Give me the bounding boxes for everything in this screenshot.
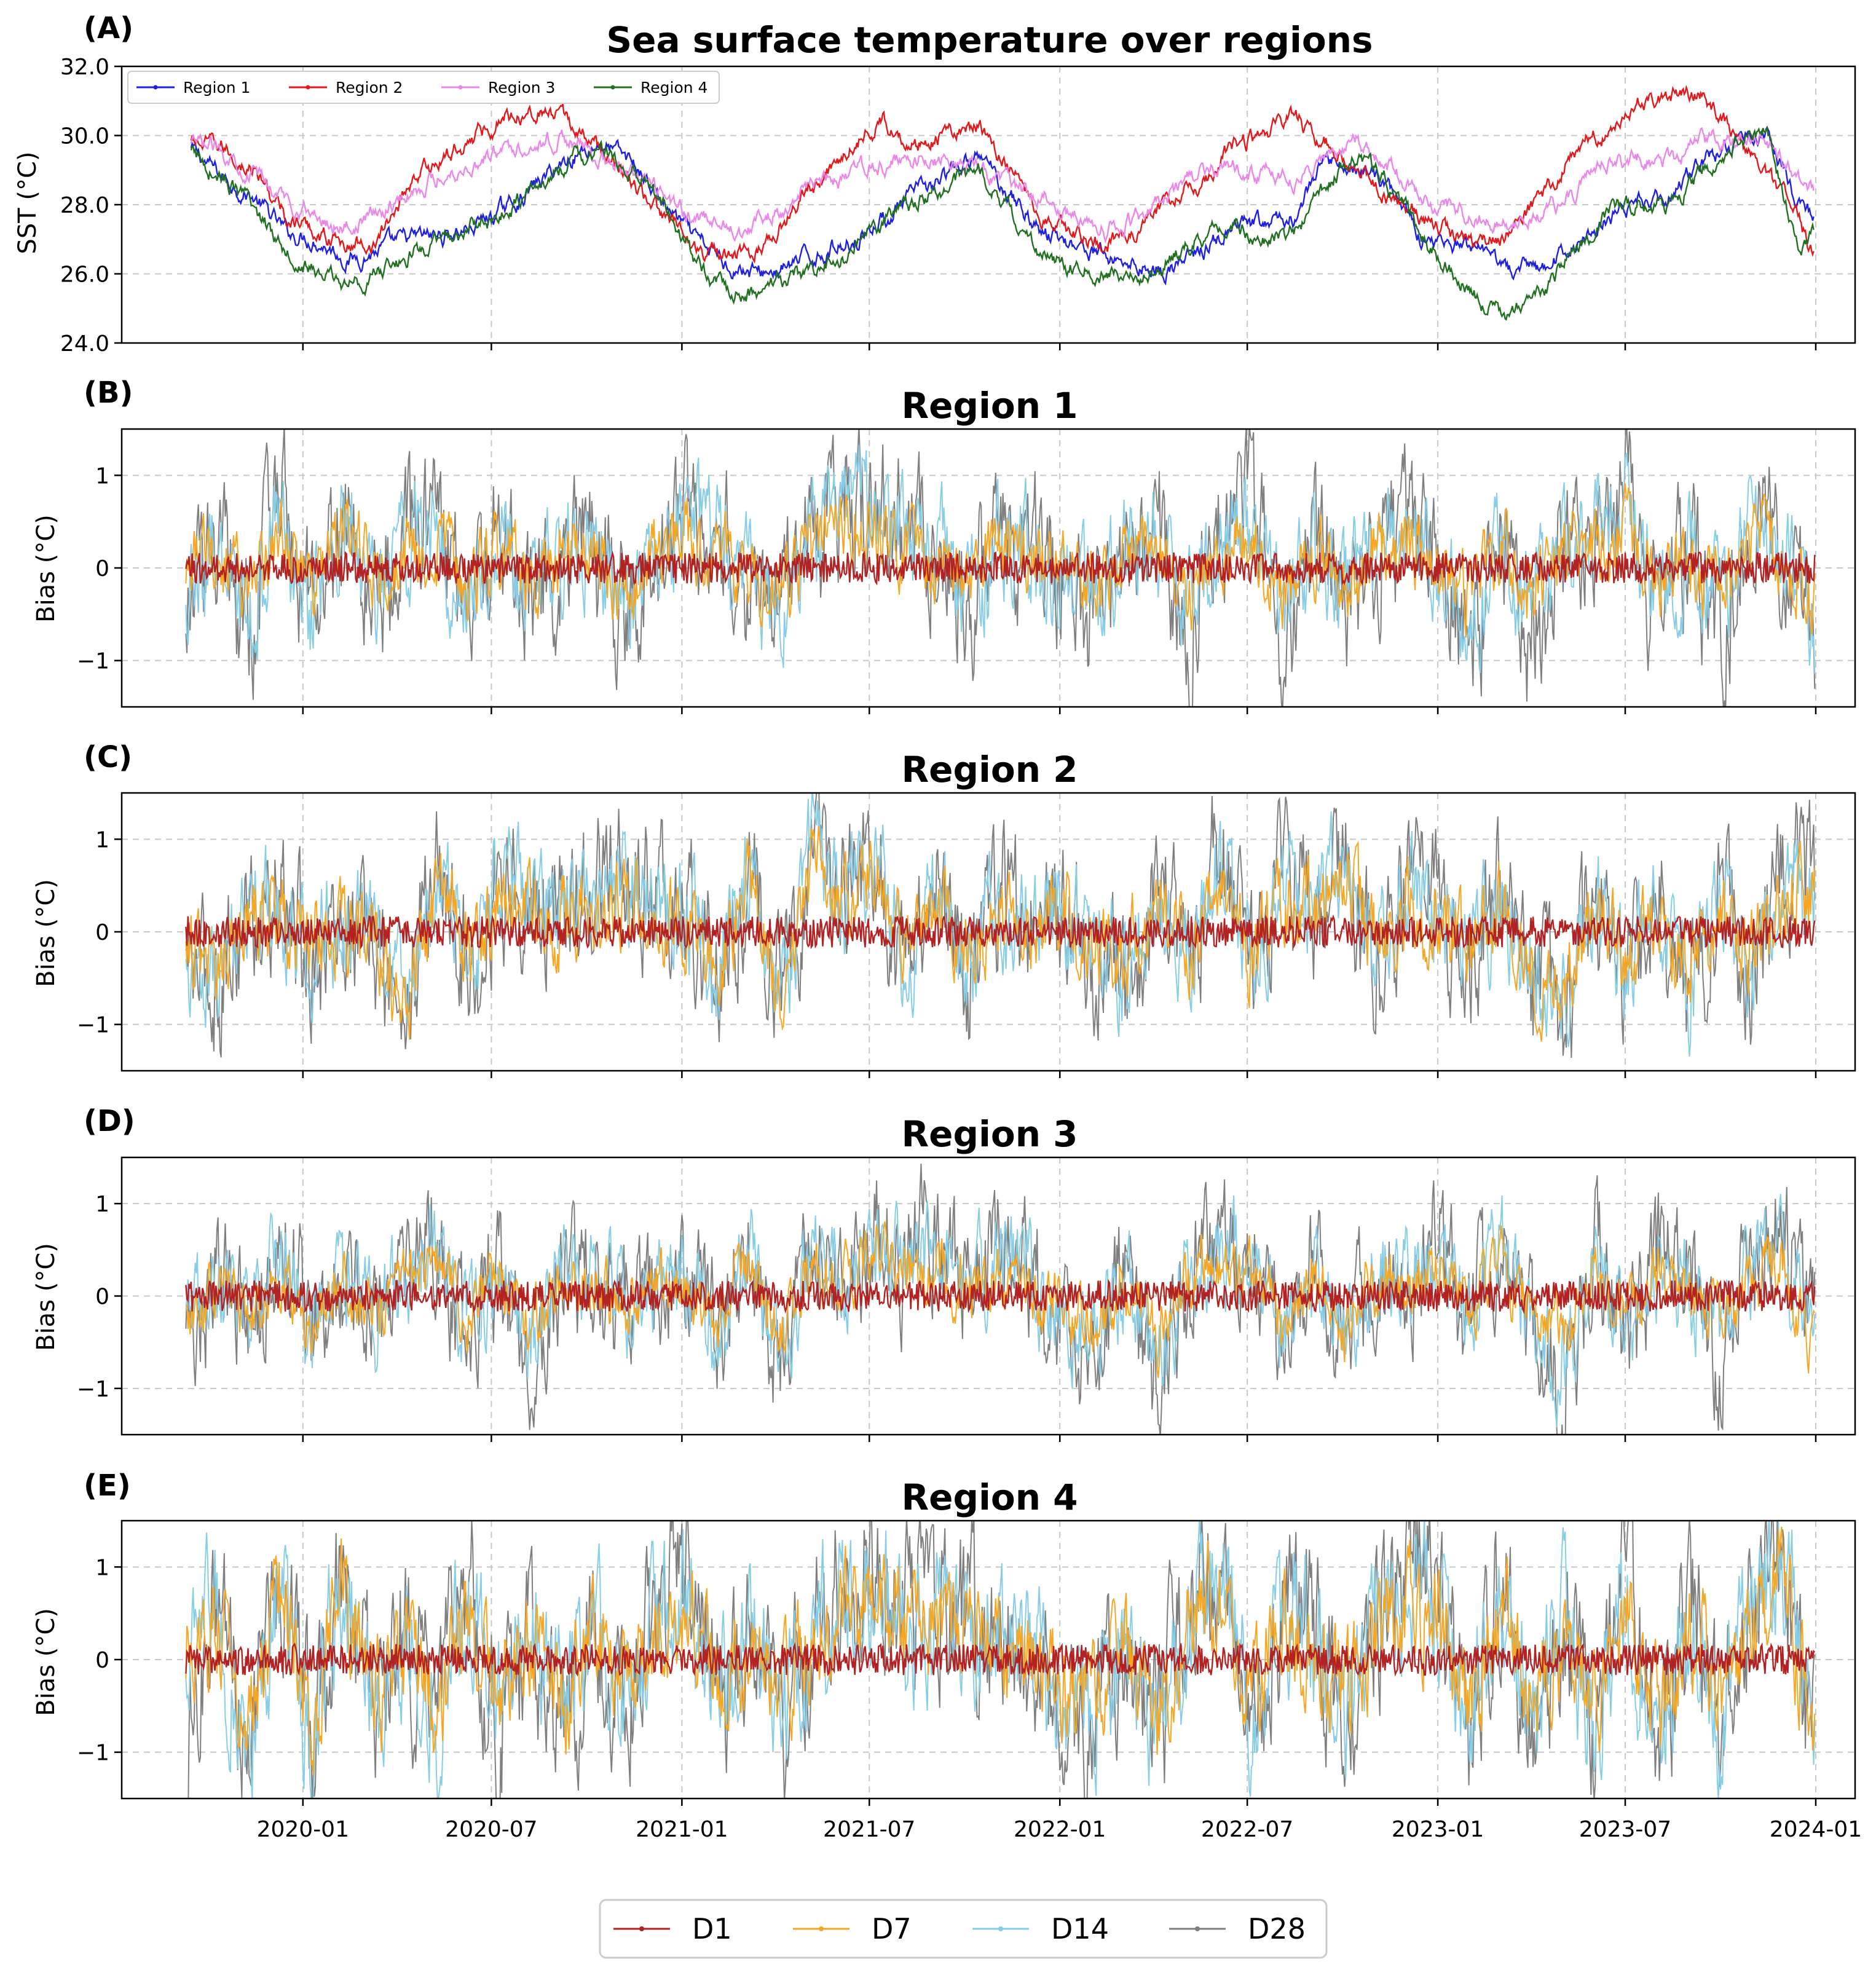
y-tick-label: −1 (77, 1013, 109, 1038)
x-tick-label: 2023-01 (1392, 1817, 1484, 1842)
series-line-region-1 (190, 125, 1815, 286)
x-tick-label: 2024-01 (1770, 1817, 1862, 1842)
y-tick-label: 1 (95, 463, 109, 489)
y-tick-label: 28.0 (60, 193, 109, 218)
x-tick-label: 2022-01 (1014, 1817, 1106, 1842)
panel-label-b: (B) (84, 376, 133, 410)
y-tick-label: −1 (77, 649, 109, 674)
legend-marker (458, 85, 463, 90)
legend-label: Region 2 (336, 79, 403, 97)
y-tick-label: 0 (95, 920, 109, 945)
plot-frame (120, 65, 1856, 344)
series-line-d14 (185, 444, 1816, 674)
plot-frame (120, 428, 1856, 708)
y-axis-label-c: Bias (°C) (32, 879, 60, 987)
panel-c: (C) Region 2 Bias (°C) −1 0 1 (32, 740, 1856, 1078)
panel-e: (E) Region 4 Bias (°C) −1 0 1 2020-01 2020-0… (32, 1468, 1862, 1842)
legend-label: Region 3 (488, 79, 555, 97)
series-line-d7 (185, 483, 1816, 638)
series-line-d14 (185, 793, 1816, 1057)
plot-frame (120, 1519, 1856, 1800)
panel-title-region-2: Region 2 (901, 749, 1078, 790)
plot-frame (120, 1156, 1856, 1436)
panel-d: (D) Region 3 Bias (°C) −1 0 1 (32, 1104, 1856, 1442)
legend-top-box (127, 71, 720, 104)
y-tick-label: 1 (95, 1192, 109, 1217)
y-axis-label-b: Bias (°C) (32, 514, 60, 623)
panel-label-c: (C) (84, 740, 132, 774)
y-tick-label: −1 (77, 1741, 109, 1766)
series-line-d28 (185, 793, 1816, 1058)
y-tick-label: 0 (95, 1285, 109, 1310)
panel-label-a: (A) (84, 11, 133, 45)
legend-label: Region 4 (640, 79, 707, 97)
x-tick-label: 2021-01 (636, 1817, 728, 1842)
legend-marker (610, 85, 615, 90)
y-tick-label: 30.0 (60, 124, 109, 149)
y-axis-label-e: Bias (°C) (32, 1608, 60, 1716)
x-tick-label: 2021-07 (823, 1817, 915, 1842)
y-tick-label: 24.0 (60, 331, 109, 357)
y-tick-label: 32.0 (60, 55, 109, 80)
legend-marker (153, 85, 158, 90)
y-axis-label-a: SST (°C) (14, 151, 42, 254)
series-line-d28 (187, 1521, 1816, 1799)
bottom-legend: D1 D7 D14 D28 (599, 1899, 1328, 1959)
panel-title-region-3: Region 3 (901, 1113, 1078, 1155)
series-line-d1 (185, 1642, 1816, 1677)
series-line-region-2 (190, 84, 1815, 264)
y-tick-label: 26.0 (60, 262, 109, 288)
plot-frame (120, 792, 1856, 1072)
x-tick-label: 2023-07 (1579, 1817, 1671, 1842)
series-line-d1 (185, 1279, 1816, 1315)
panel-label-e: (E) (84, 1468, 131, 1503)
legend-marker (998, 1926, 1003, 1931)
legend-label-d14: D14 (1051, 1912, 1109, 1945)
x-tick-label: 2022-07 (1201, 1817, 1293, 1842)
legend-marker (819, 1926, 824, 1931)
legend-box (599, 1899, 1328, 1959)
y-tick-label: 0 (95, 1648, 109, 1673)
legend-label-d1: D1 (692, 1912, 732, 1945)
series-line-region-4 (190, 125, 1815, 321)
series-line-d14 (185, 1194, 1816, 1428)
legend-label: Region 1 (183, 79, 250, 97)
legend-top: Region 1 Region 2 Region 3 Region 4 (127, 71, 720, 104)
legend-label-d7: D7 (872, 1912, 912, 1945)
panel-title-region-1: Region 1 (901, 385, 1078, 427)
chart-title: Sea surface temperature over regions (606, 19, 1373, 61)
series-line-d28 (185, 429, 1816, 707)
legend-marker (639, 1926, 644, 1931)
series-line-d7 (185, 825, 1816, 1042)
panel-label-d: (D) (84, 1104, 135, 1138)
series-line-region-3 (190, 127, 1815, 244)
y-tick-label: 1 (95, 1555, 109, 1580)
x-tick-label: 2020-07 (445, 1817, 537, 1842)
y-tick-label: 0 (95, 556, 109, 581)
y-tick-label: −1 (77, 1377, 109, 1402)
series-line-d1 (185, 550, 1816, 586)
y-axis-label-d: Bias (°C) (32, 1243, 60, 1351)
legend-marker (305, 85, 310, 90)
legend-marker (1195, 1926, 1200, 1931)
y-tick-label: 1 (95, 827, 109, 853)
x-tick-label: 2020-01 (257, 1817, 349, 1842)
panel-title-region-4: Region 4 (901, 1476, 1078, 1518)
panel-b: (B) Region 1 Bias (°C) −1 0 1 (32, 376, 1856, 714)
legend-label-d28: D28 (1248, 1912, 1306, 1945)
series-line-d1 (185, 914, 1816, 950)
panel-a: (A) Sea surface temperature over regions… (14, 11, 1856, 357)
